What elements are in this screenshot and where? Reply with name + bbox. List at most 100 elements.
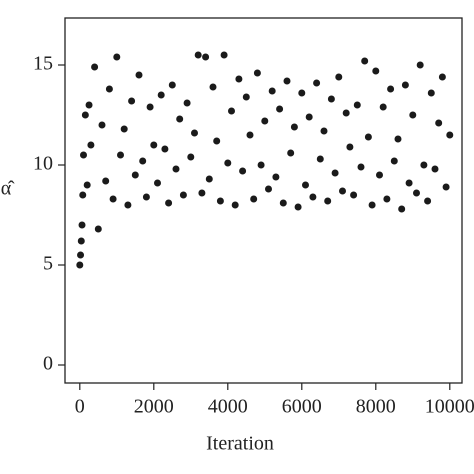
point	[91, 63, 99, 71]
point	[150, 141, 158, 149]
point	[261, 117, 269, 125]
point	[338, 187, 346, 195]
point	[272, 173, 280, 181]
point	[383, 195, 391, 203]
point	[435, 119, 443, 127]
point	[102, 177, 110, 185]
point	[109, 195, 117, 203]
point	[294, 203, 302, 211]
point	[202, 53, 210, 61]
point	[350, 191, 358, 199]
point	[346, 143, 354, 151]
point	[324, 197, 332, 205]
point	[420, 161, 428, 169]
point	[390, 157, 398, 165]
plot-frame	[64, 17, 463, 384]
point	[353, 101, 361, 109]
point	[375, 171, 383, 179]
point	[235, 75, 243, 83]
point	[85, 101, 93, 109]
point	[246, 131, 254, 139]
point	[287, 149, 295, 157]
point	[146, 103, 154, 111]
point	[131, 171, 139, 179]
point	[94, 225, 102, 233]
point	[327, 95, 335, 103]
point	[78, 221, 86, 229]
point	[124, 201, 132, 209]
y-axis-label: α̂	[1, 178, 15, 200]
point	[424, 197, 432, 205]
point	[176, 115, 184, 123]
point	[168, 81, 176, 89]
point	[227, 107, 235, 115]
point	[165, 199, 173, 207]
point	[242, 93, 250, 101]
x-tick-label: 8000	[356, 396, 396, 418]
point	[364, 133, 372, 141]
point	[264, 185, 272, 193]
point	[409, 111, 417, 119]
point	[405, 179, 413, 187]
point	[438, 73, 446, 81]
point	[431, 165, 439, 173]
point	[276, 105, 284, 113]
point	[305, 113, 313, 121]
point	[161, 145, 169, 153]
point	[379, 103, 387, 111]
point	[83, 181, 91, 189]
point	[157, 91, 165, 99]
point	[239, 167, 247, 175]
point	[320, 127, 328, 135]
point	[116, 151, 124, 159]
point	[342, 109, 350, 117]
point	[76, 261, 84, 269]
point	[105, 85, 113, 93]
point	[213, 137, 221, 145]
point	[253, 69, 261, 77]
point	[368, 201, 376, 209]
point	[394, 135, 402, 143]
point	[316, 155, 324, 163]
point	[412, 189, 420, 197]
point	[301, 181, 309, 189]
point	[187, 153, 195, 161]
point	[113, 53, 121, 61]
point	[268, 87, 276, 95]
point	[398, 205, 406, 213]
point	[309, 193, 317, 201]
point	[279, 199, 287, 207]
x-tick-label: 6000	[282, 396, 322, 418]
x-axis-label: Iteration	[206, 433, 274, 455]
point	[220, 51, 228, 59]
point	[298, 89, 306, 97]
point	[387, 85, 395, 93]
point	[79, 151, 87, 159]
point	[427, 89, 435, 97]
point	[361, 57, 369, 65]
point	[357, 163, 365, 171]
point	[416, 61, 424, 69]
point	[139, 157, 147, 165]
point	[77, 251, 85, 259]
point	[209, 83, 217, 91]
point	[194, 51, 202, 59]
point	[179, 191, 187, 199]
point	[172, 165, 180, 173]
point	[142, 193, 150, 201]
point	[283, 77, 291, 85]
x-tick-label: 2000	[134, 396, 174, 418]
point	[331, 169, 339, 177]
y-tick-label: 10	[33, 153, 53, 175]
point	[183, 99, 191, 107]
point	[77, 237, 85, 245]
point	[313, 79, 321, 87]
point	[190, 129, 198, 137]
x-tick-label: 4000	[208, 396, 248, 418]
point	[224, 159, 232, 167]
point	[79, 191, 87, 199]
point	[128, 97, 136, 105]
point	[401, 81, 409, 89]
point	[120, 125, 128, 133]
y-tick-label: 5	[43, 253, 53, 275]
